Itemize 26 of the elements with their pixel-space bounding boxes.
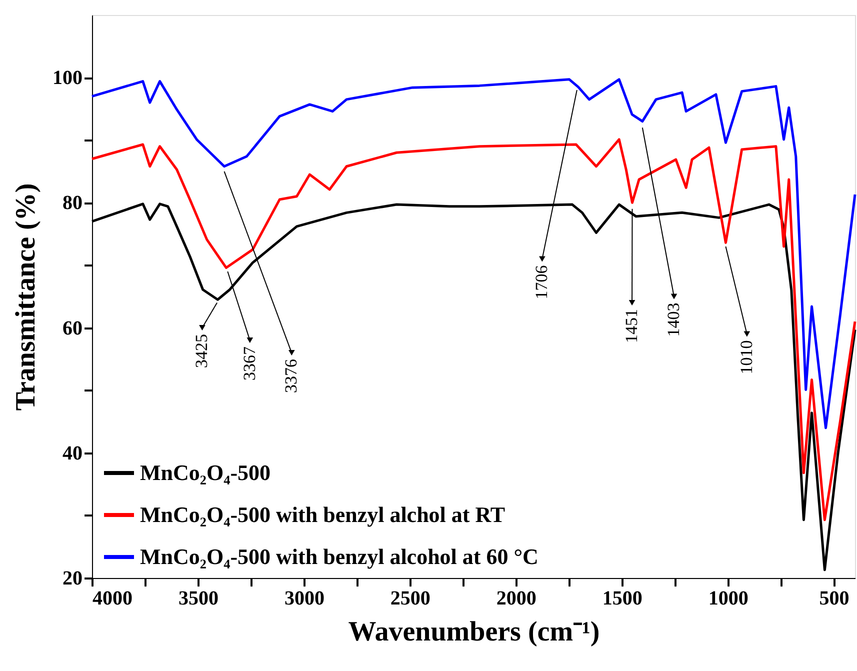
x-tick-label: 3000	[284, 588, 324, 610]
x-tick-label: 2500	[390, 588, 430, 610]
x-tick-label: 1000	[708, 588, 748, 610]
legend-label: MnCo₂O₄-500 with benzyl alchol at RT	[140, 502, 506, 527]
x-tick-label: 2000	[496, 588, 536, 610]
y-tick-label: 100	[52, 67, 82, 90]
annotation: 3376	[282, 359, 301, 394]
legend-label: MnCo₂O₄-500 with benzyl alcohol at 60 °C	[140, 544, 538, 569]
y-tick-label: 40	[62, 442, 82, 464]
x-axis-title: Wavenumbers (cm⁻¹)	[348, 616, 600, 648]
x-tick-label: 4000	[92, 588, 132, 610]
x-tick-label: 500	[819, 588, 850, 610]
legend-label: MnCo₂O₄-500	[140, 460, 271, 485]
y-tick-label: 80	[62, 192, 82, 214]
annotation: 3425	[192, 334, 212, 368]
annotation: 1403	[664, 302, 683, 337]
y-tick-label: 60	[62, 317, 82, 340]
annotation: 1451	[622, 309, 642, 344]
x-tick-label: 3500	[178, 588, 218, 610]
line-series	[90, 78, 856, 430]
annotation: 3367	[240, 346, 259, 381]
x-tick-label: 1500	[602, 588, 642, 610]
annotation: 1010	[736, 340, 756, 374]
y-axis-title: Transmittance (%)	[10, 183, 42, 411]
annotation: 1706	[532, 265, 552, 300]
y-tick-label: 20	[62, 568, 82, 590]
